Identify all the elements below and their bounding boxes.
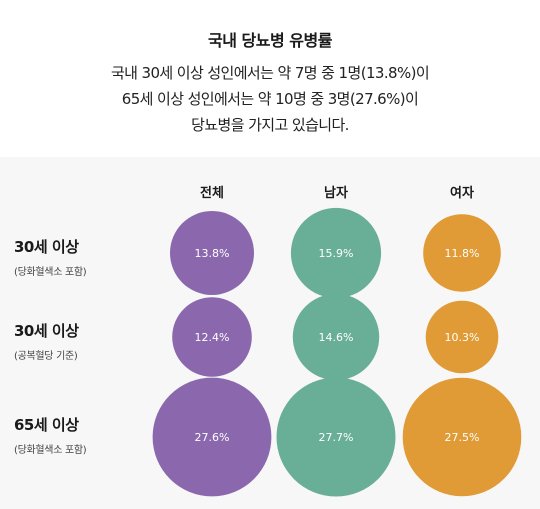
bubble xyxy=(172,297,252,377)
description-line: 당뇨병을 가지고 있습니다. xyxy=(191,116,349,134)
description-line: 65세 이상 성인에서는 약 10명 중 3명(27.6%)이 xyxy=(121,90,419,108)
bubble-value-label: 27.6% xyxy=(195,431,230,444)
header-area: 국내 당뇨병 유병률 국내 30세 이상 성인에서는 약 7명 중 1명(13.… xyxy=(0,0,540,157)
bubble-value-label: 14.6% xyxy=(319,331,354,344)
bubble-value-label: 10.3% xyxy=(445,331,480,344)
bubble xyxy=(402,377,522,497)
bubble xyxy=(290,207,382,299)
bubble-chart: 전체 남자 여자 13.8% 15.9% 11.8% 12.4% 14.6% 10.3% 27.6… xyxy=(152,185,522,497)
row-label-main: 30세 이상 xyxy=(14,238,79,256)
column-header: 남자 xyxy=(324,185,348,201)
row-label-sub: (당화혈색소 포함) xyxy=(14,267,87,278)
page-title: 국내 당뇨병 유병률 xyxy=(208,31,332,50)
row-label-30-hba1c: 30세 이상 (당화혈색소 포함) xyxy=(14,236,87,278)
bubble xyxy=(425,300,499,374)
bubble-value-label: 15.9% xyxy=(319,247,354,260)
bubble-value-label: 12.4% xyxy=(195,331,230,344)
bubble xyxy=(292,293,380,381)
bubble-value-label: 27.7% xyxy=(319,431,354,444)
description: 국내 30세 이상 성인에서는 약 7명 중 1명(13.8%)이 65세 이상… xyxy=(0,60,540,138)
row-label-main: 30세 이상 xyxy=(14,322,79,340)
bubble-value-label: 11.8% xyxy=(445,247,480,260)
bubble-value-label: 13.8% xyxy=(195,247,230,260)
row-label-sub: (당화혈색소 포함) xyxy=(14,445,87,456)
column-header: 여자 xyxy=(450,185,474,201)
column-header: 전체 xyxy=(200,185,224,201)
description-line: 국내 30세 이상 성인에서는 약 7명 중 1명(13.8%)이 xyxy=(110,64,430,82)
bubble-value-label: 27.5% xyxy=(445,431,480,444)
row-label-30-fasting: 30세 이상 (공복혈당 기준) xyxy=(14,320,79,362)
row-label-main: 65세 이상 xyxy=(14,416,79,434)
row-label-sub: (공복혈당 기준) xyxy=(14,351,78,362)
row-label-65-hba1c: 65세 이상 (당화혈색소 포함) xyxy=(14,414,87,456)
bubble xyxy=(423,214,501,292)
bubble xyxy=(276,377,396,497)
bubble xyxy=(170,211,254,295)
bubble xyxy=(152,377,272,497)
